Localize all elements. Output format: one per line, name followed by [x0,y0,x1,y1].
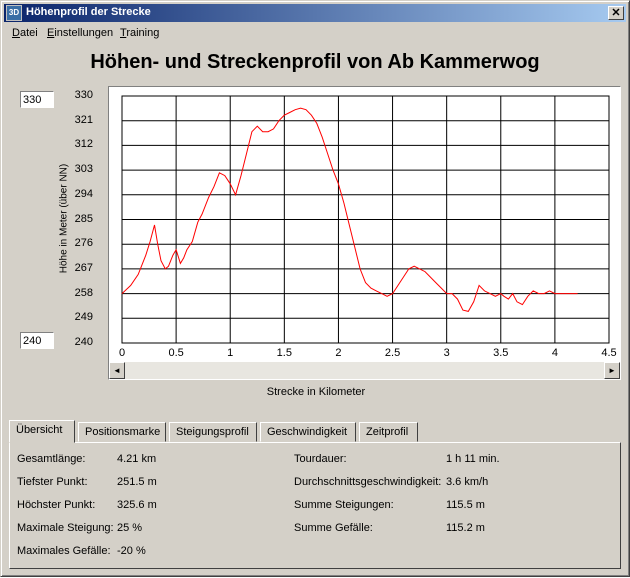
overview-panel: Gesamtlänge: 4.21 km Tiefster Punkt: 251… [9,442,621,569]
stat-label: Maximale Steigung: [17,522,114,534]
tab-uebersicht[interactable]: Übersicht [9,420,75,443]
stat-label: Tiefster Punkt: [17,476,88,488]
window-title: Höhenprofil der Strecke [26,6,151,18]
tab-geschwindigkeit[interactable]: Geschwindigkeit [260,422,356,442]
menu-datei[interactable]: Datei [12,27,38,39]
horizontal-scrollbar[interactable]: ◄ ► [109,362,620,379]
x-axis-title: Strecke in Kilometer [266,386,366,398]
stat-label: Durchschnittsgeschwindigkeit: [294,476,442,488]
y-tick-label: 312 [74,138,93,151]
tab-steigungsprofil[interactable]: Steigungsprofil [169,422,257,442]
y-tick-label: 294 [74,187,93,200]
stat-value: 325.6 m [117,499,157,511]
y-tick-label: 285 [74,212,93,225]
menu-bar: Datei Einstellungen Training [4,24,626,43]
scroll-left-button[interactable]: ◄ [109,362,125,379]
stat-value: 1 h 11 min. [446,453,500,465]
y-min-input[interactable] [20,332,54,349]
y-tick-label: 258 [74,286,93,299]
stat-value: 4.21 km [117,453,157,465]
x-tick-label: 4.5 [601,347,617,359]
stat-label: Summe Gefälle: [294,522,373,534]
x-tick-label: 3 [443,347,450,359]
y-tick-label: 276 [74,237,93,250]
x-tick-label: 2.5 [384,347,401,359]
x-tick-label: 1.5 [276,347,292,359]
x-tick-label: 1 [227,347,234,359]
y-tick-label: 330 [74,89,93,101]
x-tick-label: 3.5 [493,347,509,359]
chart-frame [108,86,621,380]
close-button[interactable]: ✕ [608,6,624,20]
x-tick-label: 4 [551,347,558,359]
scroll-right-button[interactable]: ► [604,362,620,379]
stat-label: Maximales Gefälle: [17,545,111,557]
stat-label: Summe Steigungen: [294,499,394,511]
stat-value: -20 % [117,545,146,557]
menu-einstellungen[interactable]: Einstellungen [47,27,114,39]
y-tick-label: 249 [74,311,93,324]
app-icon: 3D [6,5,22,21]
stat-value: 25 % [117,522,143,534]
y-tick-label: 267 [74,261,93,274]
tab-positionsmarke[interactable]: Positionsmarke [78,422,166,442]
stat-value: 115.5 m [446,499,485,511]
stat-label: Tourdauer: [294,453,347,465]
x-tick-label: 0.5 [168,347,184,359]
title-bar[interactable]: 3D Höhenprofil der Strecke ✕ [4,4,626,22]
stat-label: Höchster Punkt: [17,499,96,511]
y-tick-label: 240 [74,336,93,348]
tab-zeitprofil[interactable]: Zeitprofil [359,422,418,442]
stat-value: 115.2 m [446,522,485,534]
stat-value: 3.6 km/h [446,476,489,488]
y-tick-label: 321 [74,113,93,126]
page-title: Höhen- und Streckenprofil von Ab Kammerw… [90,51,540,73]
menu-training[interactable]: Training [120,27,160,39]
y-max-input[interactable] [20,91,54,108]
stat-value: 251.5 m [117,476,157,488]
stat-label: Gesamtlänge: [17,453,86,465]
x-tick-label: 0 [118,347,126,359]
x-tick-label: 2 [335,347,342,359]
y-tick-label: 303 [74,163,93,176]
